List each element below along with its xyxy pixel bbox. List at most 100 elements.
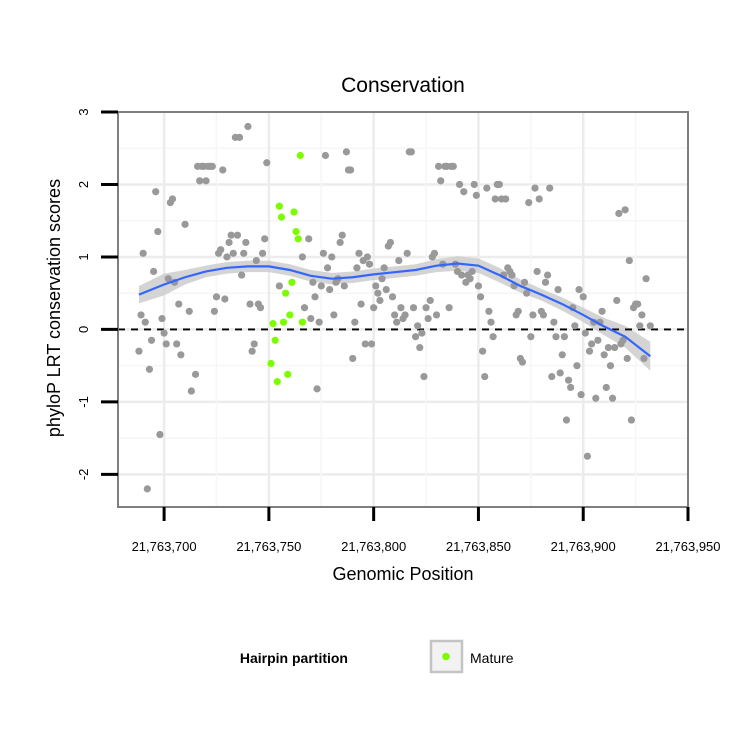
data-point (349, 354, 357, 363)
data-point (258, 249, 267, 257)
data-point (426, 296, 434, 305)
x-axis-title: Genomic Position (332, 564, 473, 584)
data-point (623, 354, 631, 363)
data-point (523, 289, 531, 297)
legend-title: Hairpin partition (240, 650, 348, 666)
data-point (577, 391, 585, 399)
data-point (418, 329, 426, 337)
data-point (558, 351, 566, 359)
data-point (363, 253, 371, 261)
data-point (525, 198, 533, 207)
data-point (397, 304, 405, 312)
data-point (564, 376, 573, 384)
mature-point (267, 359, 275, 368)
y-axis: -2 -1 0 1 2 3 (76, 108, 118, 480)
data-point (640, 354, 648, 363)
data-point (275, 282, 283, 290)
data-point (638, 311, 646, 319)
data-point (139, 249, 147, 257)
data-point (321, 151, 330, 160)
data-point (191, 370, 200, 378)
data-point (185, 307, 193, 315)
y-axis-title: phyloP LRT conservation scores (44, 179, 64, 437)
data-point (313, 385, 321, 393)
data-point (137, 311, 145, 319)
data-point (219, 166, 227, 174)
data-point (460, 188, 468, 196)
data-point (261, 235, 269, 243)
data-point (225, 238, 233, 247)
data-point (361, 340, 369, 348)
data-point (374, 289, 382, 297)
data-point (554, 285, 562, 294)
mature-point (282, 289, 290, 297)
data-point (606, 362, 615, 370)
mature-point (277, 213, 286, 221)
data-point (539, 311, 548, 319)
data-point (347, 166, 355, 174)
chart-title: Conservation (341, 74, 465, 97)
data-point (420, 372, 428, 381)
y-tick-label: -2 (76, 469, 91, 481)
x-tick-label: 21,763,900 (551, 539, 616, 554)
data-point (177, 351, 185, 359)
data-point (472, 191, 480, 199)
plot-panel (117, 111, 689, 508)
data-point (619, 336, 627, 344)
data-point (646, 322, 654, 330)
mature-point (286, 311, 294, 319)
legend-mature-marker (442, 652, 450, 661)
data-point (340, 282, 348, 290)
data-point (543, 271, 552, 279)
data-point (380, 264, 388, 272)
data-point (181, 220, 189, 228)
mature-point (288, 278, 296, 286)
data-point (533, 267, 541, 276)
data-point (156, 430, 164, 439)
data-point (476, 293, 485, 301)
data-point (548, 372, 556, 381)
data-point (208, 162, 216, 170)
mature-point (275, 202, 283, 210)
mature-point (273, 378, 281, 386)
data-point (567, 383, 575, 392)
data-point (634, 300, 642, 308)
data-point (307, 314, 315, 323)
smooth-trend-line (138, 262, 651, 358)
data-point (162, 340, 170, 348)
data-point (604, 343, 612, 352)
data-point (395, 256, 403, 265)
data-point (608, 394, 617, 402)
data-point (502, 195, 510, 203)
data-point (552, 333, 560, 341)
data-point (588, 340, 596, 348)
mature-point (271, 336, 279, 344)
data-point (365, 260, 374, 268)
data-point (615, 209, 623, 218)
data-point (376, 296, 384, 305)
data-point (150, 267, 158, 276)
data-point (252, 256, 260, 265)
data-point (625, 256, 633, 265)
data-point (621, 206, 629, 214)
y-tick-label: 1 (76, 253, 91, 260)
data-point (298, 253, 307, 261)
plot-border (117, 111, 689, 508)
data-point (336, 238, 344, 247)
y-tick-label: 3 (76, 108, 91, 115)
data-point (491, 195, 499, 203)
data-point (474, 282, 483, 290)
data-point (642, 275, 650, 283)
x-tick-label: 21,763,950 (655, 539, 720, 554)
data-point (217, 246, 225, 254)
data-point (305, 235, 313, 243)
mature-point (290, 208, 298, 216)
data-point (483, 184, 491, 192)
data-point (351, 318, 359, 326)
legend: Hairpin partition Mature (240, 639, 514, 674)
data-point (342, 148, 351, 156)
points-other (135, 122, 654, 493)
data-point (300, 304, 309, 312)
data-point (154, 227, 162, 236)
